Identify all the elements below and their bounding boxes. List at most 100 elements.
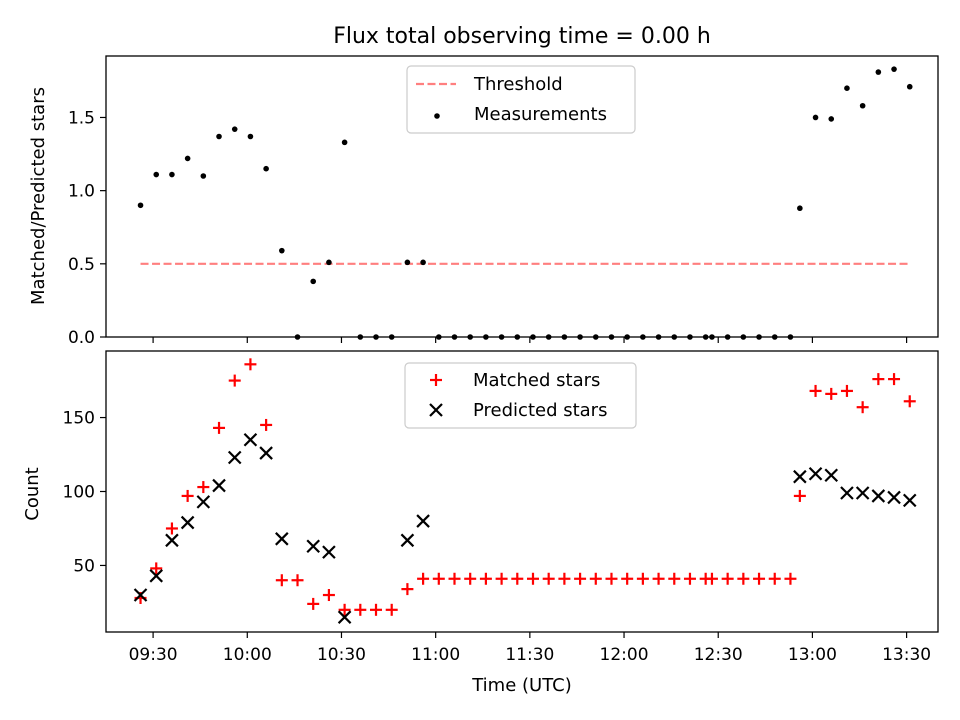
matched-stars-point [721,572,734,585]
matched-stars-point [768,572,781,585]
bottom-x-tick-label: 10:00 [223,645,272,665]
predicted-stars-point [887,490,901,505]
matched-stars-point [840,384,853,397]
predicted-stars-point [808,466,823,481]
measurements-point [247,133,254,140]
predicted-stars-point [416,514,430,528]
matched-stars-point [401,583,414,596]
matched-stars-point [511,572,524,585]
predicted-stars-point [212,478,226,493]
bottom-x-tick-label: 13:00 [788,645,837,665]
bottom-x-tick-label: 11:00 [411,645,460,665]
measurements-point [263,165,269,172]
predicted-legend-swatch [429,403,443,417]
matched-stars-point [417,572,430,585]
matched-stars-point [668,572,681,585]
matched-stars-point [228,374,241,387]
bottom-x-tick-label: 11:30 [505,645,554,665]
bottom-legend-box [404,362,637,429]
bottom-panel: 50 100 150 09:30 10:00 10:30 11:00 11:30 12:00 12… [22,350,939,696]
matched-stars-point [636,572,649,585]
predicted-stars-point [871,489,886,503]
top-legend: Threshold Measurements [406,65,636,134]
top-axes-frame [105,55,939,338]
matched-stars-point [784,572,797,585]
bottom-x-tick-label: 12:00 [600,645,649,665]
matched-stars-point [354,603,367,616]
measurements-point [231,126,238,132]
measurements-point [200,173,207,179]
matched-stars-point [165,522,178,535]
threshold-legend-label: Threshold [473,74,563,95]
measurements-point [875,69,882,75]
predicted-legend-label: Predicted stars [473,400,607,421]
matched-stars-point [385,603,398,616]
measurements-point [216,133,222,140]
matched-stars-point [809,384,822,397]
matched-stars-point [793,489,806,502]
top-y-axis-label: Matched/Predicted stars [28,87,49,305]
bottom-y-axis-label: Count [22,467,43,520]
top-panel: 0.0 0.5 1.0 1.5 Matched/Predicted stars Thr… [28,55,939,348]
x-axis-label: Time (UTC) [471,675,572,696]
matched-stars-point [574,572,587,585]
matched-stars-point [652,572,665,585]
bottom-y-tick-label: 50 [73,556,95,576]
top-y-tick-label: 1.5 [68,108,95,128]
predicted-stars-point [180,515,195,530]
matched-stars-point [737,572,750,585]
predicted-stars-point [165,533,179,548]
figure-title: Flux total observing time = 0.00 h [333,24,711,49]
measurements-point [326,259,332,266]
bottom-data-layer [133,358,917,624]
matched-stars-point [448,572,461,585]
top-y-tick-label: 0.5 [68,255,95,275]
measurements-point [404,259,411,266]
predicted-stars-point [243,432,258,447]
measurements-point [310,278,317,285]
measurements-point [169,171,175,178]
measurements-point [859,102,866,109]
bottom-x-tick-label: 12:30 [694,645,743,665]
predicted-stars-point [855,486,870,500]
measurements-point [420,259,426,266]
predicted-stars-point [275,532,289,546]
predicted-stars-point [337,610,352,624]
predicted-stars-point [824,468,839,483]
predicted-stars-point [840,486,854,500]
matched-stars-point [856,401,869,414]
matched-stars-point [213,421,226,434]
predicted-stars-point [322,545,336,559]
predicted-stars-point [306,539,320,553]
measurements-point [828,116,835,122]
predicted-stars-point [902,493,917,508]
matched-stars-point [260,418,273,431]
bottom-legend: Matched stars Predicted stars [404,362,637,429]
bottom-ticks: 50 100 150 09:30 10:00 10:30 11:00 11:30 12:00 12… [63,409,932,665]
matched-stars-point [888,373,901,386]
matched-stars-point [150,562,163,575]
matched-stars-point [464,572,477,585]
matched-stars-point [495,572,508,585]
bottom-x-tick-label: 13:30 [882,645,931,665]
predicted-stars-point [259,446,273,460]
matched-stars-point [322,589,335,602]
measurements-point [812,114,819,121]
measurements-legend-label: Measurements [474,104,607,125]
measurements-point [341,139,348,146]
matched-stars-point [753,572,766,585]
matched-stars-point [621,572,634,585]
matched-stars-point [542,572,555,585]
predicted-stars-point [793,469,807,484]
matched-stars-point [589,572,602,585]
matched-stars-point [275,574,288,587]
predicted-stars-point [133,588,148,602]
predicted-stars-point [149,569,164,583]
matched-legend-label: Matched stars [473,370,600,391]
top-legend-box [406,65,636,134]
matched-stars-point [291,574,304,587]
measurements-point [153,171,160,178]
matched-stars-point [903,395,916,408]
measurements-point [137,202,144,209]
matched-legend-swatch [430,374,442,386]
